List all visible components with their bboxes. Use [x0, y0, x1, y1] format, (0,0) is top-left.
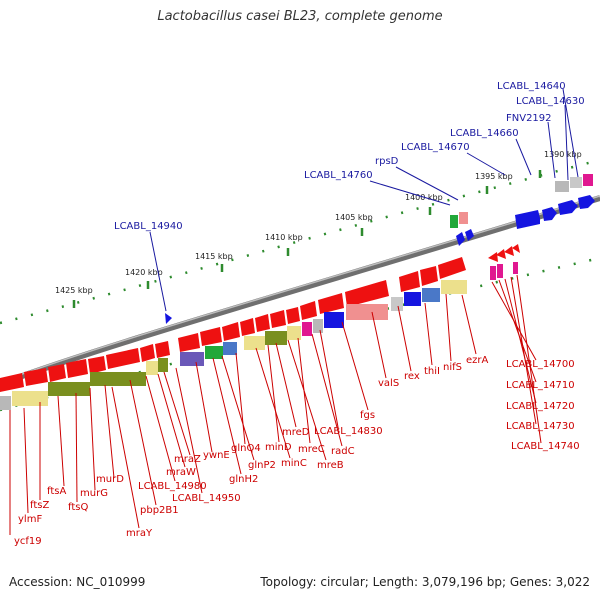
gene-label-lcabl-14730[interactable]: LCABL_14730 — [506, 421, 575, 432]
gene-label-glnh2[interactable]: glnH2 — [229, 474, 258, 485]
bottom-strand-genes — [0, 262, 518, 410]
gene-label-lcabl-14760[interactable]: LCABL_14760 — [304, 170, 373, 181]
gene-label-nifs[interactable]: nifS — [443, 362, 462, 373]
gene-label-glnp2[interactable]: glnP2 — [248, 460, 276, 471]
gene-label-lcabl-14710[interactable]: LCABL_14710 — [506, 380, 575, 391]
gene-label-ftsz[interactable]: ftsZ — [30, 500, 49, 511]
gene-label-thii[interactable]: thiI — [424, 366, 440, 377]
gene-label-fnv2192[interactable]: FNV2192 — [506, 113, 552, 124]
gene-label-minc[interactable]: minC — [281, 458, 307, 469]
gene-label-mreb[interactable]: mreB — [317, 460, 344, 471]
gene-label-lcabl-14700[interactable]: LCABL_14700 — [506, 359, 575, 370]
gene-label-mraz[interactable]: mraZ — [174, 454, 201, 465]
gene-label-lcabl-14640[interactable]: LCABL_14640 — [497, 81, 566, 92]
gene-label-mrec[interactable]: mreC — [298, 444, 325, 455]
scale-label-1390: 1390 kbp — [544, 150, 582, 159]
gene-label-murd[interactable]: murD — [96, 474, 124, 485]
gene-label-lcabl-14980[interactable]: LCABL_14980 — [138, 481, 207, 492]
gene-label-lcabl-14720[interactable]: LCABL_14720 — [506, 401, 575, 412]
genome-backbone — [0, 195, 600, 387]
scale-label-1405: 1405 kbp — [335, 213, 373, 222]
scale-label-1415: 1415 kbp — [195, 252, 233, 261]
gene-label-mraw[interactable]: mraW — [166, 467, 196, 478]
gene-label-lcabl-14740[interactable]: LCABL_14740 — [511, 441, 580, 452]
gene-label-lcabl-14630[interactable]: LCABL_14630 — [516, 96, 585, 107]
genome-summary-text: Topology: circular; Length: 3,079,196 bp… — [260, 575, 590, 589]
scale-label-1425: 1425 kbp — [55, 286, 93, 295]
gene-label-ycf19[interactable]: ycf19 — [14, 536, 42, 547]
gene-label-lcabl-14950[interactable]: LCABL_14950 — [172, 493, 241, 504]
scale-label-1410: 1410 kbp — [265, 233, 303, 242]
gene-label-lcabl-14670[interactable]: LCABL_14670 — [401, 142, 470, 153]
top-strand-genes — [0, 174, 595, 392]
gene-label-pbp2b1[interactable]: pbp2B1 — [140, 505, 179, 516]
gene-label-lcabl-14940[interactable]: LCABL_14940 — [114, 221, 183, 232]
gene-label-ylmf[interactable]: ylmF — [18, 514, 42, 525]
gene-label-mind[interactable]: minD — [265, 442, 292, 453]
gene-label-mred[interactable]: mreD — [282, 427, 310, 438]
gene-label-ftsq[interactable]: ftsQ — [68, 502, 88, 513]
gene-label-lcabl-14830[interactable]: LCABL_14830 — [314, 426, 383, 437]
right-label-connectors — [491, 274, 542, 444]
scale-label-1395: 1395 kbp — [475, 172, 513, 181]
gene-label-ywne[interactable]: ywnE — [203, 450, 230, 461]
top-label-connectors — [149, 88, 579, 312]
accession-text: Accession: NC_010999 — [9, 575, 146, 589]
gene-label-rpsd[interactable]: rpsD — [375, 156, 399, 167]
scale-major-ticks — [72, 170, 542, 308]
gene-label-vals[interactable]: valS — [378, 378, 399, 389]
gene-label-murg[interactable]: murG — [80, 488, 108, 499]
gene-label-radc[interactable]: radC — [331, 446, 355, 457]
genome-backbone-highlight — [0, 195, 600, 383]
gene-label-ftsa[interactable]: ftsA — [47, 486, 66, 497]
gene-label-lcabl-14660[interactable]: LCABL_14660 — [450, 128, 519, 139]
gene-label-mray[interactable]: mraY — [126, 528, 153, 539]
gene-label-fgs[interactable]: fgs — [360, 410, 375, 421]
bottom-label-connectors — [9, 293, 477, 535]
map-title: Lactobacillus casei BL23, complete genom… — [157, 9, 443, 24]
gene-label-glnq4[interactable]: glnQ4 — [231, 443, 261, 454]
gene-label-ezra[interactable]: ezrA — [466, 355, 489, 366]
gene-label-rex[interactable]: rex — [404, 371, 420, 382]
scale-label-1420: 1420 kbp — [125, 268, 163, 277]
